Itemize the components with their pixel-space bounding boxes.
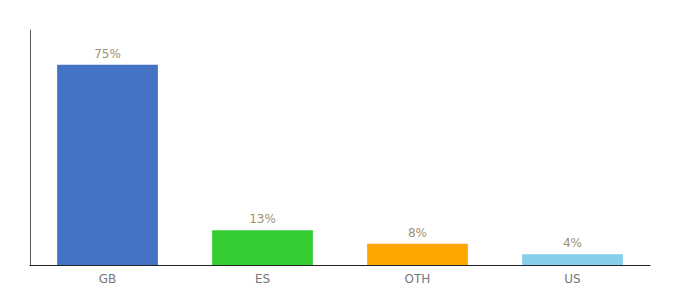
svg-text:GB: GB — [99, 272, 117, 286]
svg-text:OTH: OTH — [405, 272, 431, 286]
svg-text:8%: 8% — [408, 226, 427, 240]
svg-text:4%: 4% — [563, 236, 582, 250]
svg-text:ES: ES — [255, 272, 270, 286]
svg-text:13%: 13% — [249, 212, 276, 226]
svg-text:75%: 75% — [94, 47, 121, 61]
svg-text:US: US — [564, 272, 580, 286]
